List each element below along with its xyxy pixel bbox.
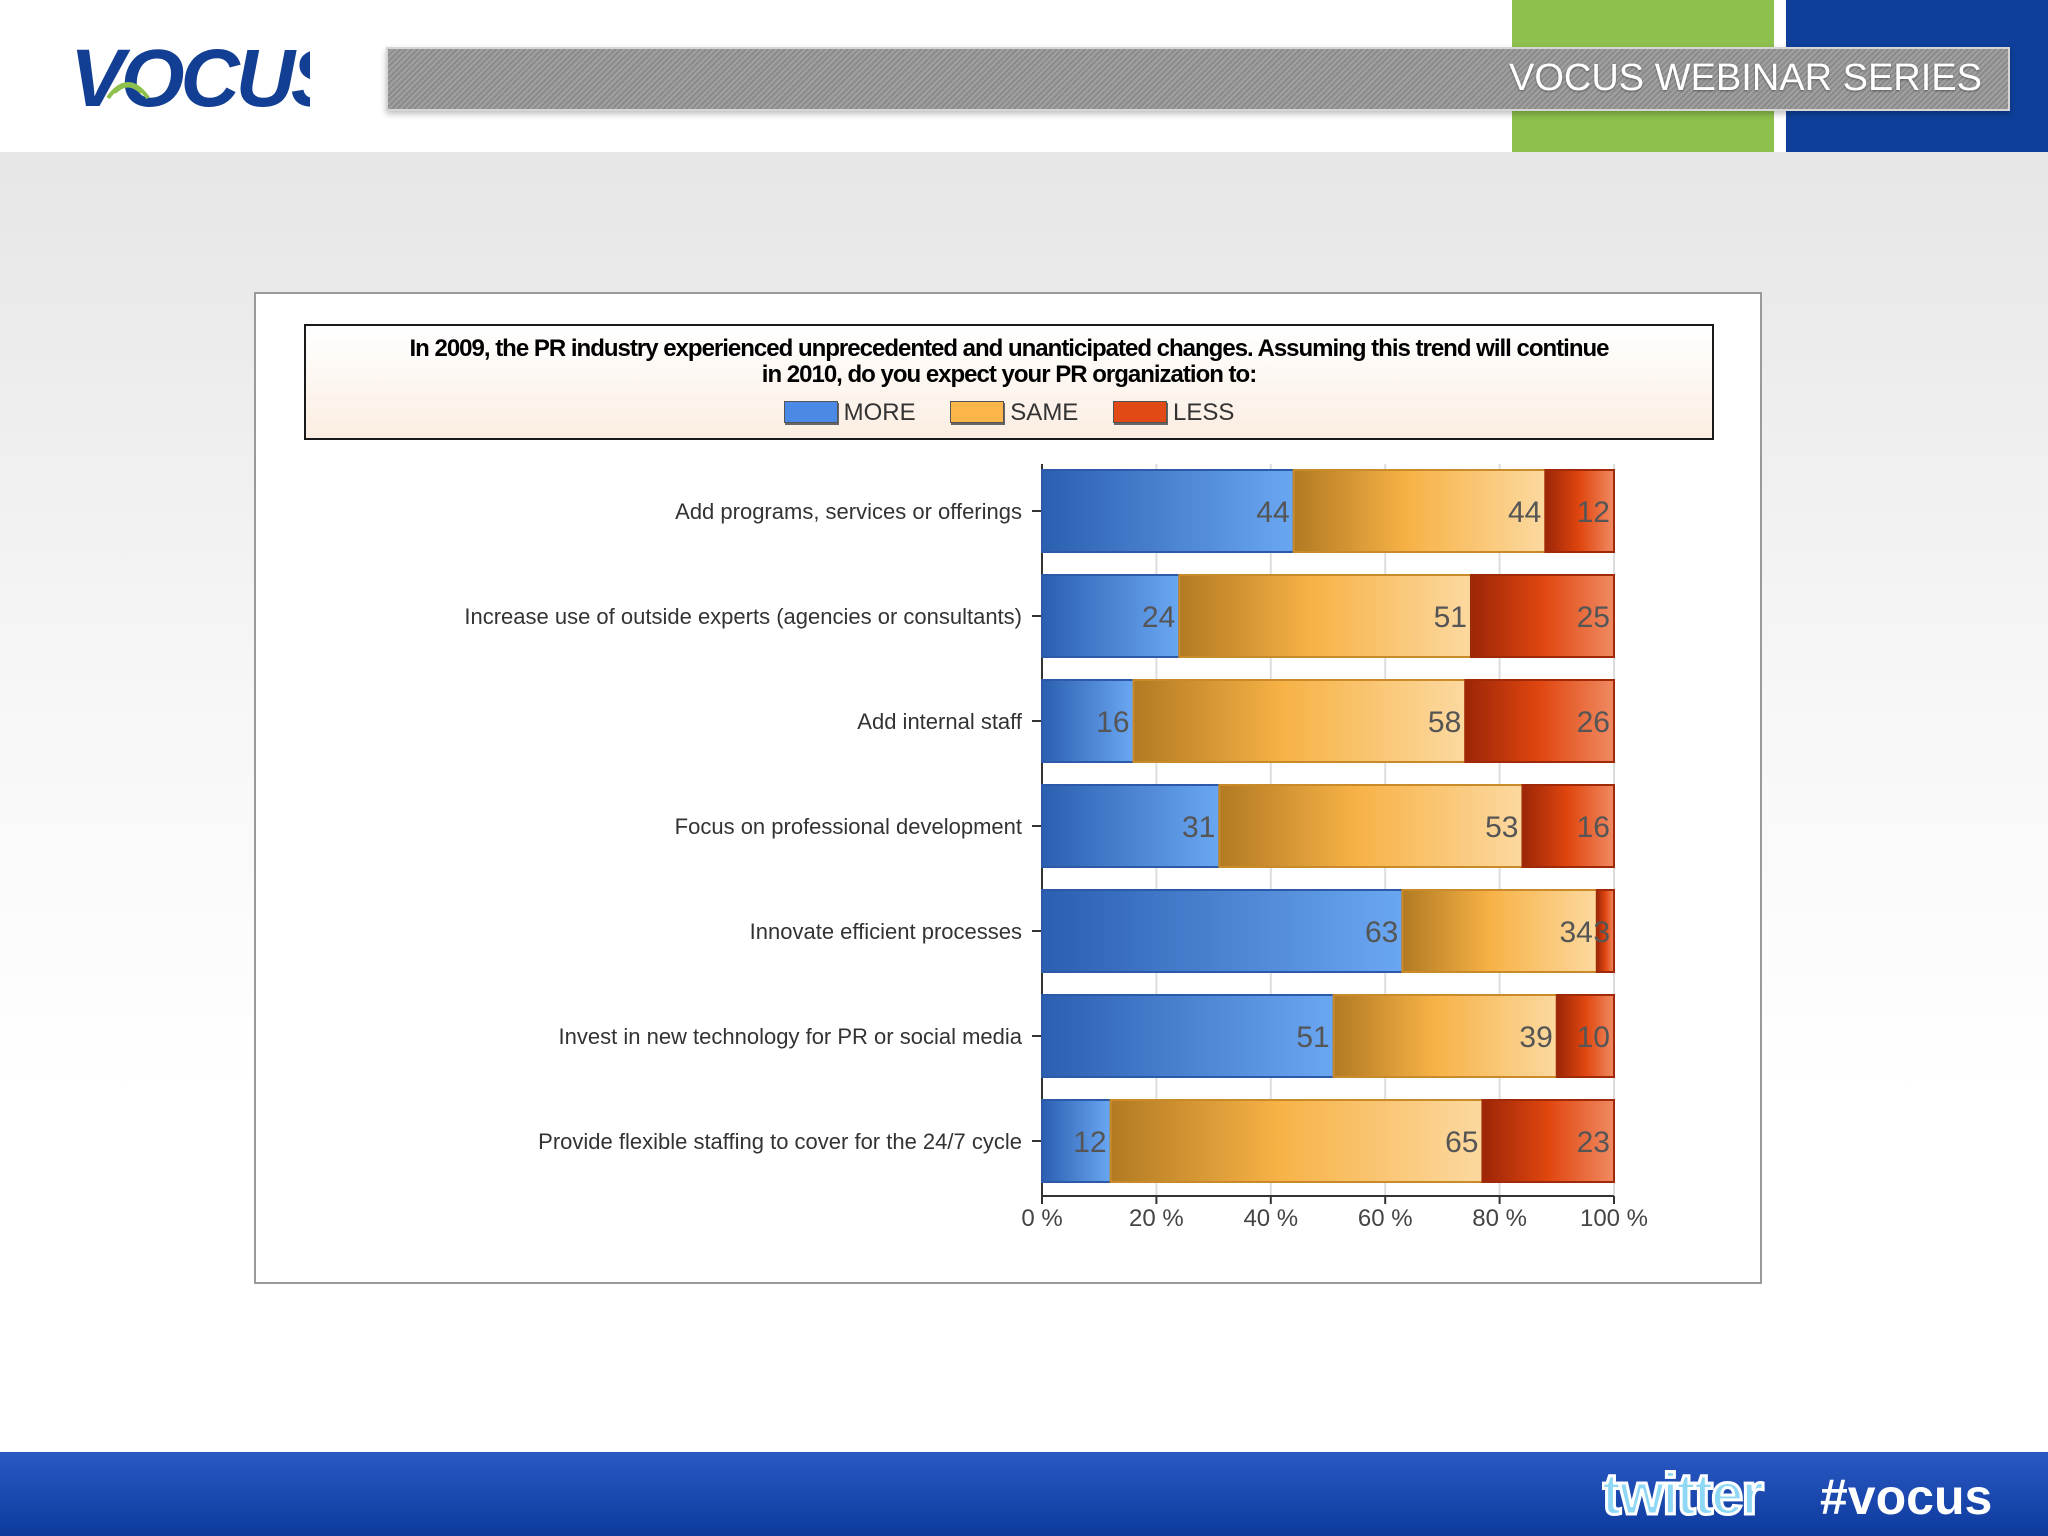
bar-segment-same	[1292, 469, 1547, 553]
legend-swatch-same	[950, 400, 1005, 423]
data-label-same: 58	[1428, 706, 1461, 739]
bar-segment-less	[1464, 679, 1616, 763]
twitter-hashtag: twitter #vocus	[1602, 1462, 1992, 1528]
bar-segment-less	[1470, 574, 1615, 658]
x-tick-label: 40 %	[1243, 1205, 1298, 1232]
data-label-more: 44	[1256, 496, 1289, 529]
legend-item-less: LESS	[1112, 398, 1235, 427]
chart-legend: MORE SAME LESS	[306, 398, 1712, 427]
bar-segment-same	[1218, 784, 1524, 868]
bar-segment-same	[1132, 679, 1467, 763]
data-label-more: 24	[1142, 601, 1175, 634]
webinar-title-band: VOCUS WEBINAR SERIES	[386, 47, 2010, 111]
category-label: Increase use of outside experts (agencie…	[464, 604, 1022, 629]
data-label-same: 44	[1508, 496, 1541, 529]
data-label-more: 51	[1296, 1021, 1329, 1054]
data-label-more: 31	[1182, 811, 1215, 844]
twitter-logo-text: twitter	[1602, 1462, 1763, 1527]
footer-bar: twitter #vocus	[0, 1452, 2048, 1536]
bar-segment-same	[1178, 574, 1473, 658]
data-label-same: 51	[1434, 601, 1467, 634]
x-tick-label: 20 %	[1129, 1205, 1184, 1232]
logo-text: VOCUS	[70, 33, 310, 120]
chart-title-line-1: In 2009, the PR industry experienced unp…	[409, 335, 1609, 362]
bar-segment-more	[1041, 889, 1404, 973]
bar-segment-more	[1041, 679, 1135, 763]
logo-signal-icon	[106, 82, 150, 100]
data-label-same: 53	[1485, 811, 1518, 844]
data-label-less: 25	[1577, 601, 1610, 634]
chart-frame: In 2009, the PR industry experienced unp…	[254, 292, 1762, 1284]
chart-header-box: In 2009, the PR industry experienced unp…	[304, 324, 1714, 440]
data-label-less: 3	[1593, 916, 1610, 949]
data-label-same: 34	[1559, 916, 1592, 949]
bar-segment-less	[1555, 994, 1616, 1078]
vocus-logo: VOCUS	[70, 33, 310, 120]
category-label: Invest in new technology for PR or socia…	[559, 1024, 1023, 1049]
legend-swatch-more	[783, 400, 838, 423]
data-label-more: 63	[1365, 916, 1398, 949]
data-label-more: 16	[1096, 706, 1129, 739]
data-label-less: 12	[1577, 496, 1610, 529]
legend-label-same: SAME	[1010, 398, 1079, 426]
stacked-bar-chart: 0 % 20 % 40 % 60 % 80 % 100 % Add programs, se…	[464, 464, 1648, 1232]
x-tick-label: 0 %	[1021, 1205, 1062, 1232]
category-label: Add internal staff	[857, 709, 1023, 734]
category-label: Innovate efficient processes	[750, 919, 1022, 944]
legend-label-less: LESS	[1172, 398, 1235, 426]
legend-swatch-less	[1112, 400, 1167, 423]
bar-segment-more	[1041, 994, 1335, 1078]
legend-label-more: MORE	[843, 398, 916, 426]
bar-segment-more	[1041, 574, 1181, 658]
data-label-more: 12	[1073, 1126, 1106, 1159]
bar-segment-same	[1332, 994, 1558, 1078]
bar-segment-less	[1481, 1099, 1615, 1183]
data-label-less: 10	[1577, 1021, 1610, 1054]
chart-title-line-2: in 2010, do you expect your PR organizat…	[761, 361, 1257, 388]
bar-segment-less	[1544, 469, 1615, 553]
x-tick-label: 60 %	[1358, 1205, 1413, 1232]
hashtag-text: #vocus	[1820, 1469, 1992, 1525]
category-label: Focus on professional development	[675, 814, 1022, 839]
bar-segment-more	[1041, 1099, 1112, 1183]
data-label-same: 65	[1445, 1126, 1478, 1159]
data-label-less: 26	[1577, 706, 1610, 739]
bar-segment-more	[1041, 784, 1221, 868]
data-label-same: 39	[1519, 1021, 1552, 1054]
category-label: Add programs, services or offerings	[675, 499, 1022, 524]
category-label: Provide flexible staffing to cover for t…	[538, 1129, 1022, 1154]
chart-title: In 2009, the PR industry experienced unp…	[320, 336, 1698, 388]
bar-segment-less	[1521, 784, 1615, 868]
bar-segment-less	[1595, 889, 1615, 973]
x-tick-label: 100 %	[1580, 1205, 1648, 1232]
legend-item-same: SAME	[950, 399, 1078, 427]
bar-segment-more	[1041, 469, 1295, 553]
webinar-series-title: VOCUS WEBINAR SERIES	[1509, 57, 1982, 99]
bar-segment-same	[1401, 889, 1598, 973]
bar-segment-same	[1109, 1099, 1484, 1183]
data-label-less: 23	[1577, 1126, 1610, 1159]
legend-item-more: MORE	[783, 398, 916, 427]
x-tick-label: 80 %	[1472, 1205, 1527, 1232]
data-label-less: 16	[1577, 811, 1610, 844]
